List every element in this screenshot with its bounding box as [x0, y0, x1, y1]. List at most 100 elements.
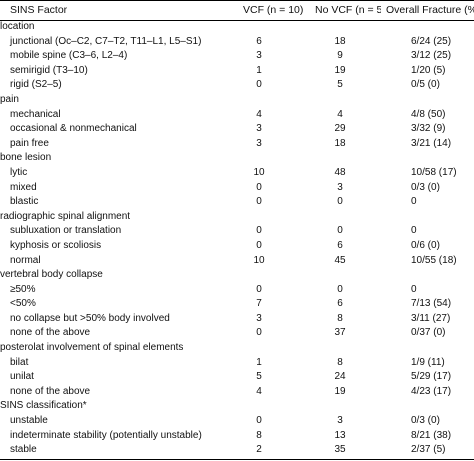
no-vcf-count-cell: 6	[337, 239, 343, 251]
vcf-count-cell: 7	[256, 298, 262, 310]
section-header-row: location	[0, 20, 474, 35]
factor-cell: blastic	[10, 196, 39, 208]
overall-fracture-cell: 1/9 (11)	[411, 356, 445, 368]
factor-cell: no collapse but >50% body involved	[10, 312, 170, 324]
no-vcf-count-cell: 0	[337, 283, 343, 295]
vcf-count-cell: 0	[256, 415, 262, 427]
overall-fracture-cell: 0	[411, 283, 417, 295]
no-vcf-count-cell: 0	[337, 225, 343, 237]
header-overall-fracture: Overall Fracture (%)	[386, 4, 474, 16]
overall-fracture-cell: 3/21 (14)	[411, 137, 452, 149]
no-vcf-count-cell: 29	[334, 123, 346, 135]
no-vcf-count-cell: 19	[334, 64, 346, 76]
factor-cell: none of the above	[10, 327, 91, 339]
table-row: stable 2 35 2/37 (5)	[0, 443, 474, 458]
section-label: pain	[0, 93, 19, 105]
table-top-rule	[0, 0, 474, 1]
table-bottom-rule	[0, 459, 474, 460]
table-row: none of the above 4 19 4/23 (17)	[0, 385, 474, 400]
table-row: subluxation or translation 0 0 0	[0, 224, 474, 239]
table-row: ≥50% 0 0 0	[0, 283, 474, 298]
section-label: vertebral body collapse	[0, 269, 103, 281]
header-vcf: VCF (n = 10)	[243, 4, 304, 16]
factor-cell: stable	[10, 444, 37, 456]
factor-cell: unilat	[10, 371, 34, 383]
no-vcf-count-cell: 0	[337, 196, 343, 208]
no-vcf-count-cell: 48	[334, 166, 346, 178]
no-vcf-count-cell: 18	[334, 137, 346, 149]
no-vcf-count-cell: 24	[334, 371, 346, 383]
header-sins-factor: SINS Factor	[10, 4, 68, 16]
vcf-count-cell: 0	[256, 225, 262, 237]
no-vcf-count-cell: 3	[337, 181, 343, 193]
no-vcf-count-cell: 5	[337, 79, 343, 91]
table-row: kyphosis or scoliosis 0 6 0/6 (0)	[0, 239, 474, 254]
no-vcf-count-cell: 13	[334, 429, 346, 441]
table-row: pain free 3 18 3/21 (14)	[0, 137, 474, 152]
vcf-count-cell: 4	[256, 108, 262, 120]
no-vcf-count-cell: 8	[337, 356, 343, 368]
no-vcf-count-cell: 45	[334, 254, 346, 266]
vcf-count-cell: 1	[256, 356, 262, 368]
factor-cell: mixed	[10, 181, 37, 193]
section-label: location	[0, 21, 35, 32]
table-row: junctional (Oc–C2, C7–T2, T11–L1, L5–S1)…	[0, 35, 474, 50]
table-row: blastic 0 0 0	[0, 195, 474, 210]
vcf-count-cell: 3	[256, 123, 262, 135]
vcf-count-cell: 4	[256, 385, 262, 397]
overall-fracture-cell: 10/58 (17)	[411, 166, 457, 178]
section-header-row: vertebral body collapse	[0, 268, 474, 283]
section-label: radiographic spinal alignment	[0, 210, 131, 222]
table-row: no collapse but >50% body involved 3 8 3/11…	[0, 312, 474, 327]
no-vcf-count-cell: 4	[337, 108, 343, 120]
no-vcf-count-cell: 35	[334, 444, 346, 456]
overall-fracture-cell: 3/11 (27)	[411, 312, 451, 324]
header-no-vcf: No VCF (n = 51)	[315, 4, 381, 16]
no-vcf-count-cell: 18	[334, 35, 346, 47]
factor-cell: lytic	[10, 166, 28, 178]
table-row: mechanical 4 4 4/8 (50)	[0, 108, 474, 123]
overall-fracture-cell: 10/55 (18)	[411, 254, 457, 266]
table-row: mixed 0 3 0/3 (0)	[0, 181, 474, 196]
overall-fracture-cell: 3/12 (25)	[411, 50, 452, 62]
overall-fracture-cell: 7/13 (54)	[411, 298, 452, 310]
factor-cell: rigid (S2–5)	[10, 79, 62, 91]
overall-fracture-cell: 0/6 (0)	[411, 239, 440, 251]
factor-cell: indeterminate stability (potentially uns…	[10, 429, 202, 441]
vcf-count-cell: 3	[256, 50, 262, 62]
factor-cell: semirigid (T3–10)	[10, 64, 88, 76]
table-row: none of the above 0 37 0/37 (0)	[0, 326, 474, 341]
vcf-count-cell: 0	[256, 196, 262, 208]
factor-cell: bilat	[10, 356, 29, 368]
table-row: lytic 10 48 10/58 (17)	[0, 166, 474, 181]
factor-cell: ≥50%	[10, 283, 36, 295]
factor-cell: normal	[10, 254, 41, 266]
vcf-count-cell: 10	[253, 166, 265, 178]
factor-cell: subluxation or translation	[10, 225, 122, 237]
overall-fracture-cell: 1/20 (5)	[411, 64, 446, 76]
vcf-count-cell: 0	[256, 327, 262, 339]
vcf-count-cell: 0	[256, 79, 262, 91]
overall-fracture-cell: 0/3 (0)	[411, 415, 440, 427]
factor-cell: kyphosis or scoliosis	[10, 239, 102, 251]
overall-fracture-cell: 4/23 (17)	[411, 385, 452, 397]
table-row: unilat 5 24 5/29 (17)	[0, 370, 474, 385]
table-row: indeterminate stability (potentially uns…	[0, 429, 474, 444]
factor-cell: junctional (Oc–C2, C7–T2, T11–L1, L5–S1)	[10, 35, 202, 47]
factor-cell: pain free	[10, 137, 49, 149]
section-label: SINS classification*	[0, 400, 87, 412]
vcf-count-cell: 3	[256, 312, 262, 324]
section-label: bone lesion	[0, 152, 52, 164]
factor-cell: unstable	[10, 415, 48, 427]
overall-fracture-cell: 3/32 (9)	[411, 123, 446, 135]
table-row: normal 10 45 10/55 (18)	[0, 254, 474, 269]
vcf-count-cell: 3	[256, 137, 262, 149]
vcf-count-cell: 1	[256, 64, 262, 76]
factor-cell: none of the above	[10, 385, 91, 397]
vcf-count-cell: 2	[256, 444, 262, 456]
table-row: semirigid (T3–10) 1 19 1/20 (5)	[0, 64, 474, 79]
vcf-count-cell: 10	[253, 254, 265, 266]
overall-fracture-cell: 0/3 (0)	[411, 181, 440, 193]
